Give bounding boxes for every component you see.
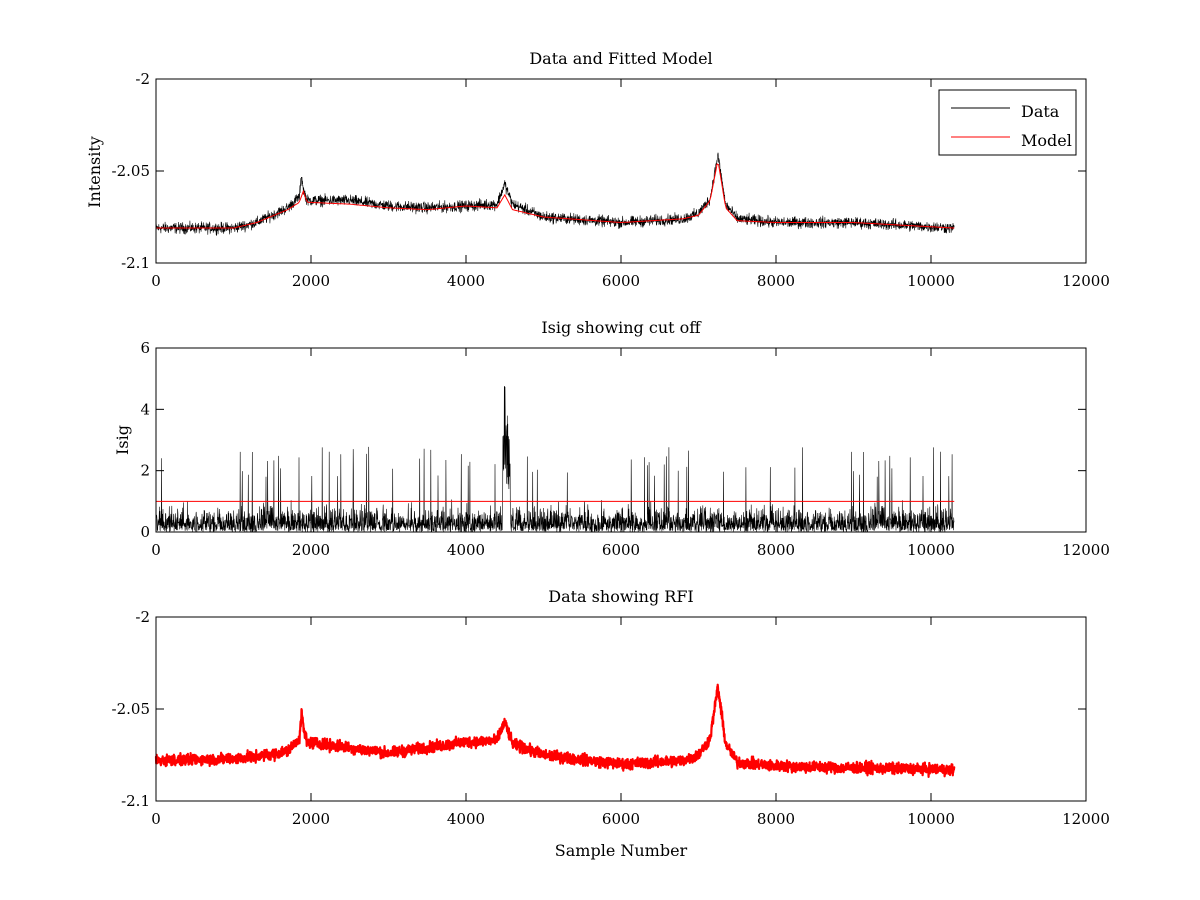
y-tick-label: 2 (140, 462, 150, 480)
subplot-title: Data and Fitted Model (529, 49, 712, 68)
legend-model-label: Model (1021, 131, 1072, 150)
plot-area (154, 683, 956, 778)
series-rfi-markers (154, 683, 956, 778)
x-tick-label: 2000 (292, 541, 330, 559)
subplot-data-showing-rfi: Data showing RFI Sample Number 0 2000 4000… (112, 587, 1110, 860)
x-tick-label: 10000 (907, 810, 955, 828)
y-tick-label: -2.05 (112, 700, 150, 718)
subplot-title: Data showing RFI (548, 587, 693, 606)
series-model-line (156, 163, 955, 229)
x-tick-label: 4000 (447, 541, 485, 559)
x-tick-label: 2000 (292, 810, 330, 828)
ticks: 0 2000 4000 6000 8000 10000 12000 -2.1 -2.05 -2 (112, 608, 1110, 828)
y-tick-label: -2.1 (121, 254, 150, 272)
x-tick-label: 4000 (447, 810, 485, 828)
y-tick-label: -2 (135, 70, 150, 88)
x-tick-label: 10000 (907, 541, 955, 559)
ticks: 0 2000 4000 6000 8000 10000 12000 -2.1 -2.05 -2 (112, 70, 1110, 290)
y-tick-label: 4 (140, 400, 150, 418)
x-tick-label: 10000 (907, 272, 955, 290)
x-tick-label: 0 (151, 541, 161, 559)
plot-area (155, 385, 955, 533)
x-tick-label: 8000 (757, 272, 795, 290)
legend-box (938, 89, 1077, 156)
x-tick-label: 0 (151, 272, 161, 290)
y-tick-label: -2.1 (121, 792, 150, 810)
legend-data-label: Data (1021, 102, 1060, 121)
x-tick-label: 0 (151, 810, 161, 828)
y-axis-label: Isig (113, 425, 132, 455)
y-tick-label: 0 (140, 523, 150, 541)
series-data-line (155, 152, 955, 236)
y-tick-label: -2.05 (112, 162, 150, 180)
x-tick-label: 6000 (602, 810, 640, 828)
plot-area (155, 152, 955, 236)
x-tick-label: 8000 (757, 810, 795, 828)
subplot-isig-cut-off: Isig showing cut off Isig 0 2000 4000 6000 8… (113, 318, 1110, 559)
subplot-data-and-fitted-model: Data and Fitted Model Intensity 0 2000 400… (85, 49, 1110, 290)
x-axis-label: Sample Number (555, 841, 688, 860)
series-isig-line (155, 385, 955, 533)
x-tick-label: 4000 (447, 272, 485, 290)
x-tick-label: 6000 (602, 272, 640, 290)
x-tick-label: 8000 (757, 541, 795, 559)
x-tick-label: 12000 (1062, 272, 1110, 290)
x-tick-label: 12000 (1062, 541, 1110, 559)
ticks: 0 2000 4000 6000 8000 10000 12000 0 2 4 6 (140, 339, 1109, 559)
y-tick-label: -2 (135, 608, 150, 626)
y-tick-label: 6 (140, 339, 150, 357)
x-tick-label: 6000 (602, 541, 640, 559)
y-axis-label: Intensity (85, 136, 104, 208)
legend: Data Model (938, 89, 1077, 156)
subplot-title: Isig showing cut off (541, 318, 702, 337)
x-tick-label: 2000 (292, 272, 330, 290)
x-tick-label: 12000 (1062, 810, 1110, 828)
